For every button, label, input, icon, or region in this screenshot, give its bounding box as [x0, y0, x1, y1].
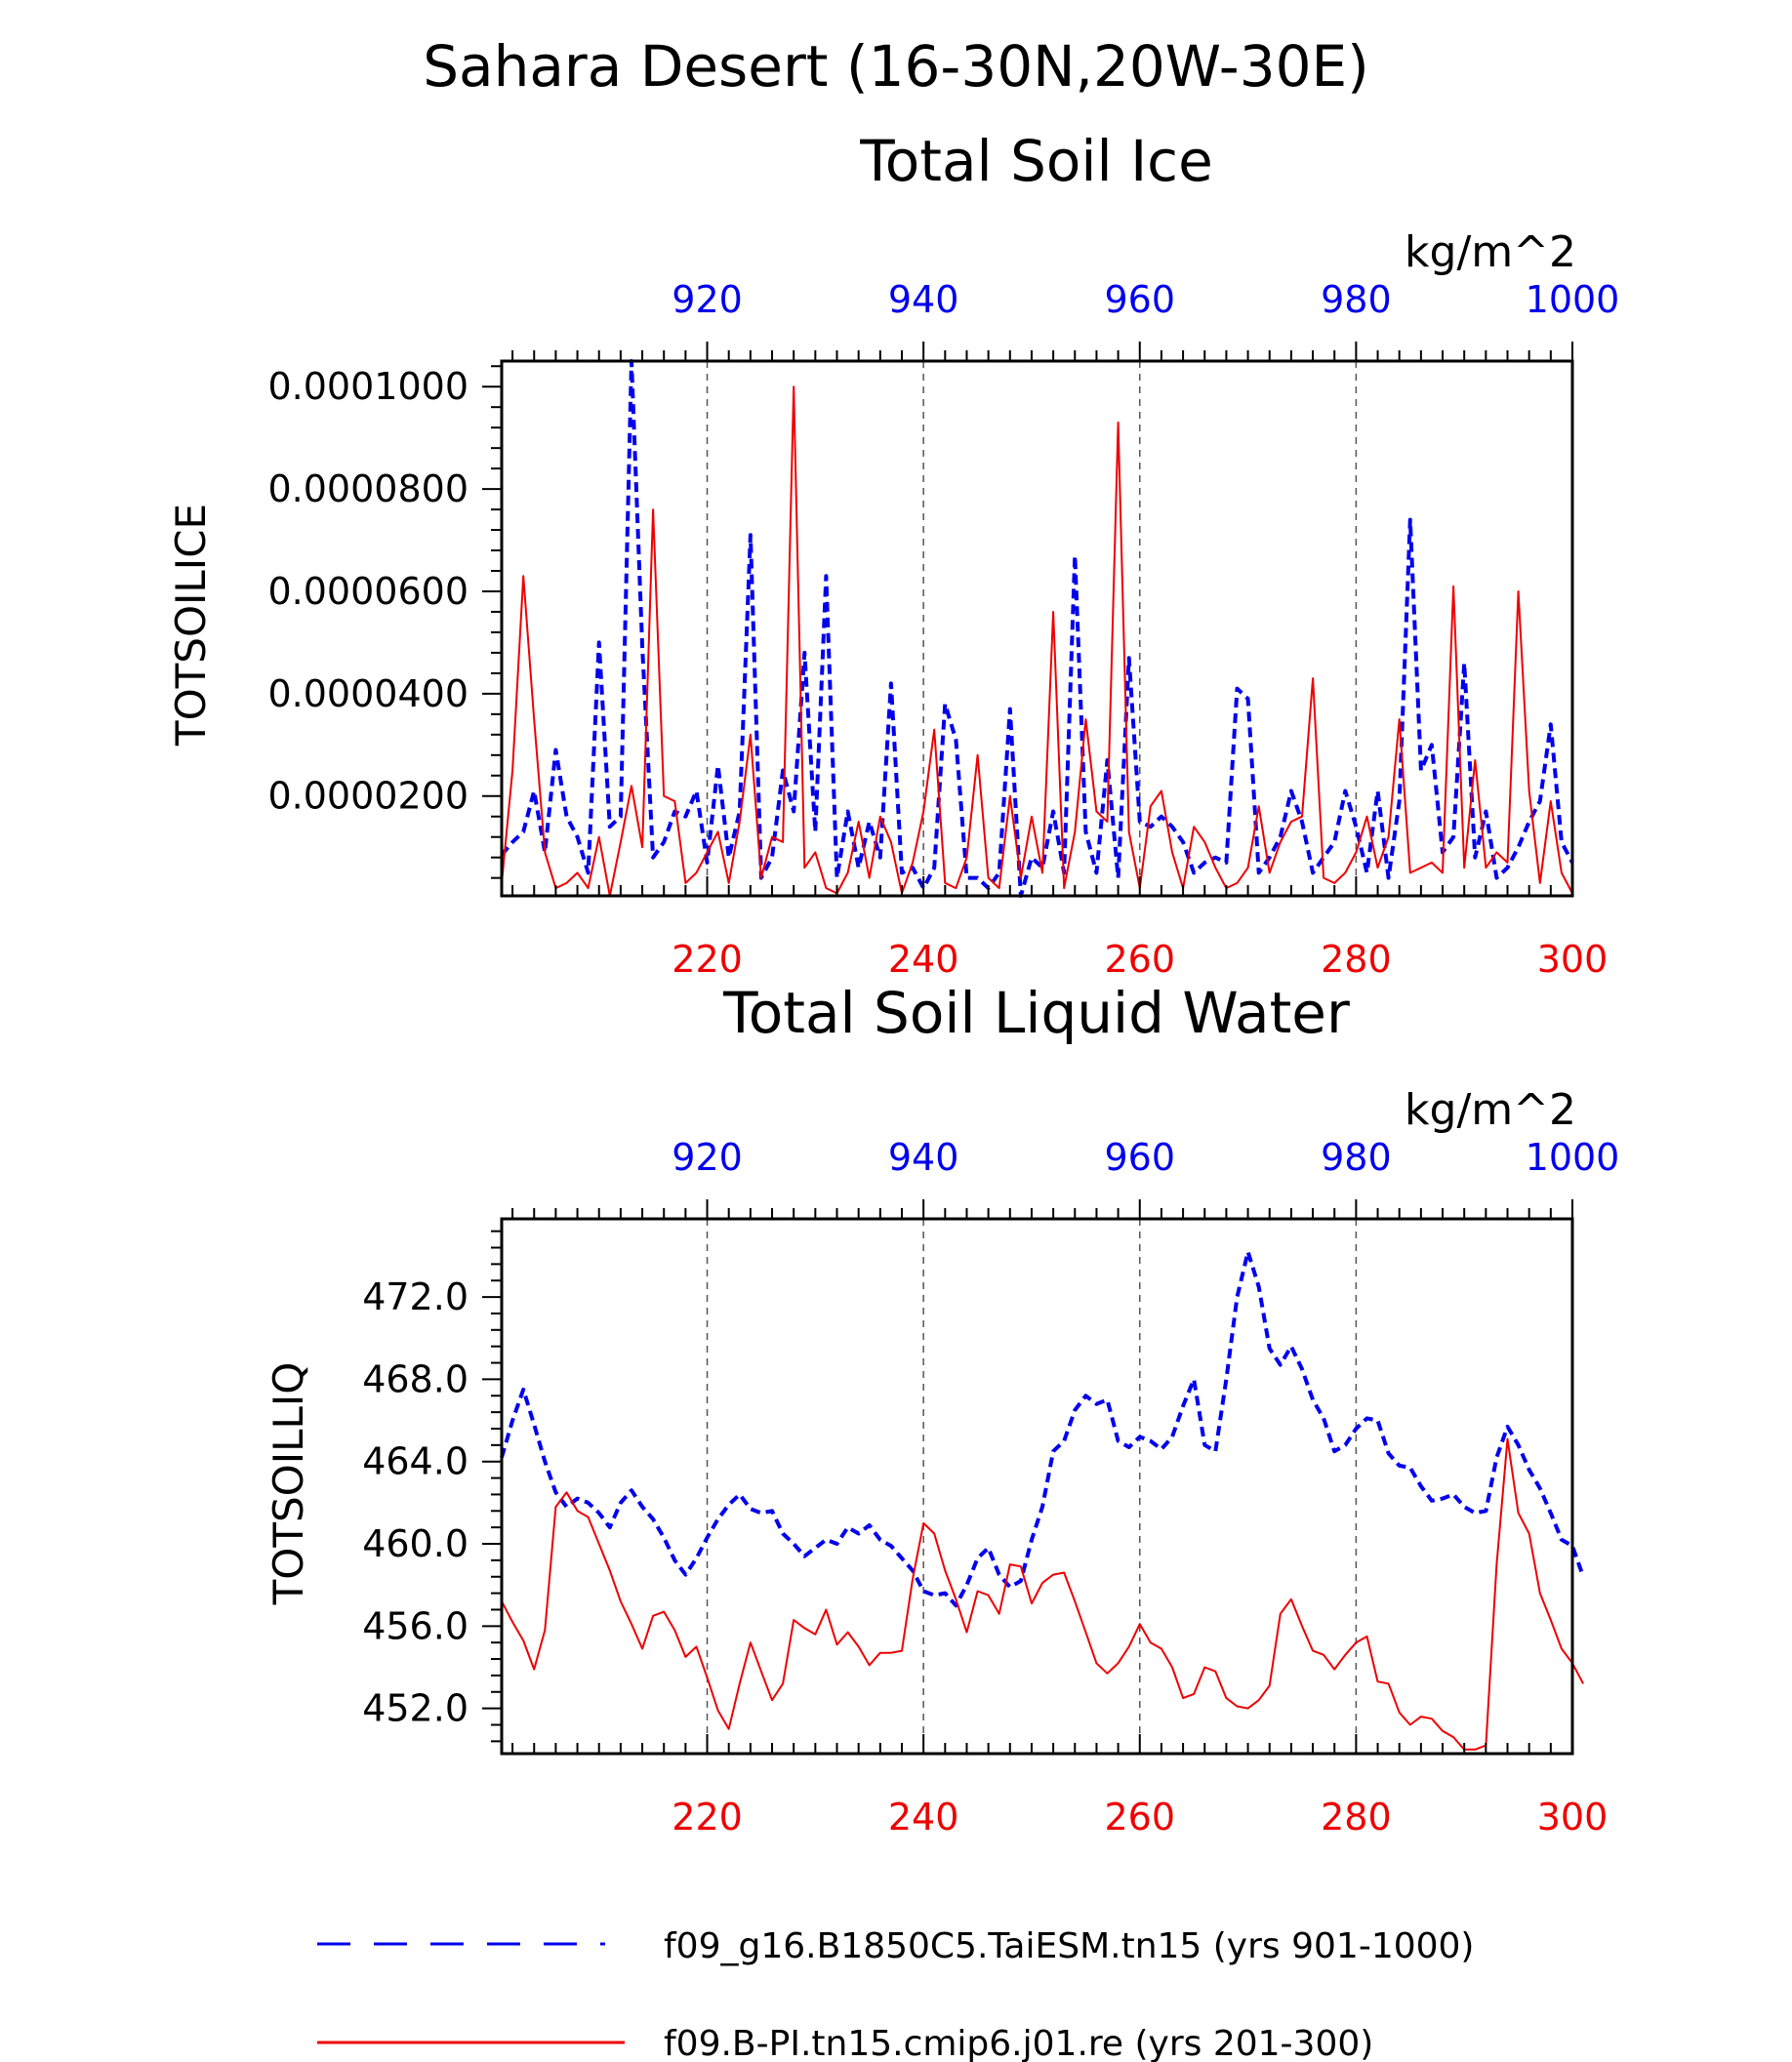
legend-label: f09_g16.B1850C5.TaiESM.tn15 (yrs 901-100… — [664, 1926, 1474, 1966]
y-tick-label: 472.0 — [362, 1275, 468, 1318]
x-top-tick-label: 980 — [1321, 1136, 1392, 1179]
x-top-tick-label: 920 — [672, 278, 743, 321]
ticks — [482, 342, 1573, 896]
x-tick-label: 240 — [888, 938, 959, 981]
ticks — [482, 1199, 1573, 1754]
y-tick-label: 0.0000800 — [268, 467, 469, 510]
x-top-tick-label: 920 — [672, 1136, 743, 1179]
soil-liquid-panel: Total Soil Liquid Water kg/m^2 TOTSOILLI… — [265, 980, 1619, 1839]
y-tick-label: 456.0 — [362, 1604, 468, 1647]
y-tick-label: 460.0 — [362, 1522, 468, 1565]
soil-ice-panel: Total Soil Ice kg/m^2 TOTSOILICE 220 240 2… — [167, 128, 1619, 981]
y-tick-label: 0.0000600 — [268, 570, 469, 613]
x-top-tick-label: 1000 — [1526, 1136, 1620, 1179]
series-line-cmip6 — [501, 385, 1573, 897]
legend-label: f09.B-PI.tn15.cmip6.j01.re (yrs 201-300) — [664, 2024, 1373, 2062]
series-group — [500, 1249, 1585, 1751]
x-tick-label: 280 — [1321, 1796, 1392, 1839]
x-tick-label: 240 — [888, 1796, 959, 1839]
y-tick-label: 464.0 — [362, 1440, 468, 1483]
y-tick-label: 468.0 — [362, 1357, 468, 1400]
series-group — [500, 359, 1574, 898]
tick-labels: 220 240 260 280 300 920 940 960 980 1000 452.0 456.… — [362, 1136, 1619, 1839]
x-tick-label: 300 — [1537, 938, 1609, 981]
y-tick-label: 0.0000400 — [268, 672, 469, 715]
x-tick-label: 260 — [1105, 938, 1176, 981]
panel-title: Total Soil Liquid Water — [722, 980, 1350, 1046]
units-label: kg/m^2 — [1405, 1085, 1576, 1135]
plot-frame — [500, 1217, 1574, 1756]
series-line-taiesm — [500, 1249, 1585, 1608]
x-top-tick-label: 980 — [1321, 278, 1392, 321]
series-line-cmip6 — [501, 1437, 1584, 1751]
x-tick-label: 260 — [1105, 1796, 1176, 1839]
x-top-tick-label: 940 — [888, 1136, 959, 1179]
legend: f09_g16.B1850C5.TaiESM.tn15 (yrs 901-100… — [317, 1926, 1474, 2062]
y-axis-label: TOTSOILICE — [167, 504, 215, 747]
x-top-tick-label: 960 — [1105, 278, 1176, 321]
y-axis-label: TOTSOILLIQ — [265, 1362, 312, 1606]
plot-frame — [500, 359, 1574, 898]
y-tick-label: 0.0000200 — [268, 775, 469, 818]
x-tick-label: 300 — [1537, 1796, 1609, 1839]
panel-title: Total Soil Ice — [859, 128, 1213, 194]
y-tick-label: 452.0 — [362, 1687, 468, 1730]
x-top-tick-label: 940 — [888, 278, 959, 321]
x-top-tick-label: 1000 — [1526, 278, 1620, 321]
units-label: kg/m^2 — [1405, 227, 1576, 277]
vertical-grid — [706, 1219, 1358, 1754]
x-top-tick-label: 960 — [1105, 1136, 1176, 1179]
x-tick-label: 280 — [1321, 938, 1392, 981]
y-tick-label: 0.0001000 — [268, 365, 469, 408]
tick-labels: 220 240 260 280 300 920 940 960 980 1000 0.0000200… — [268, 278, 1620, 981]
x-tick-label: 220 — [672, 1796, 743, 1839]
x-tick-label: 220 — [672, 938, 743, 981]
series-line-taiesm — [500, 359, 1574, 898]
figure-title: Sahara Desert (16-30N,20W-30E) — [423, 33, 1369, 100]
